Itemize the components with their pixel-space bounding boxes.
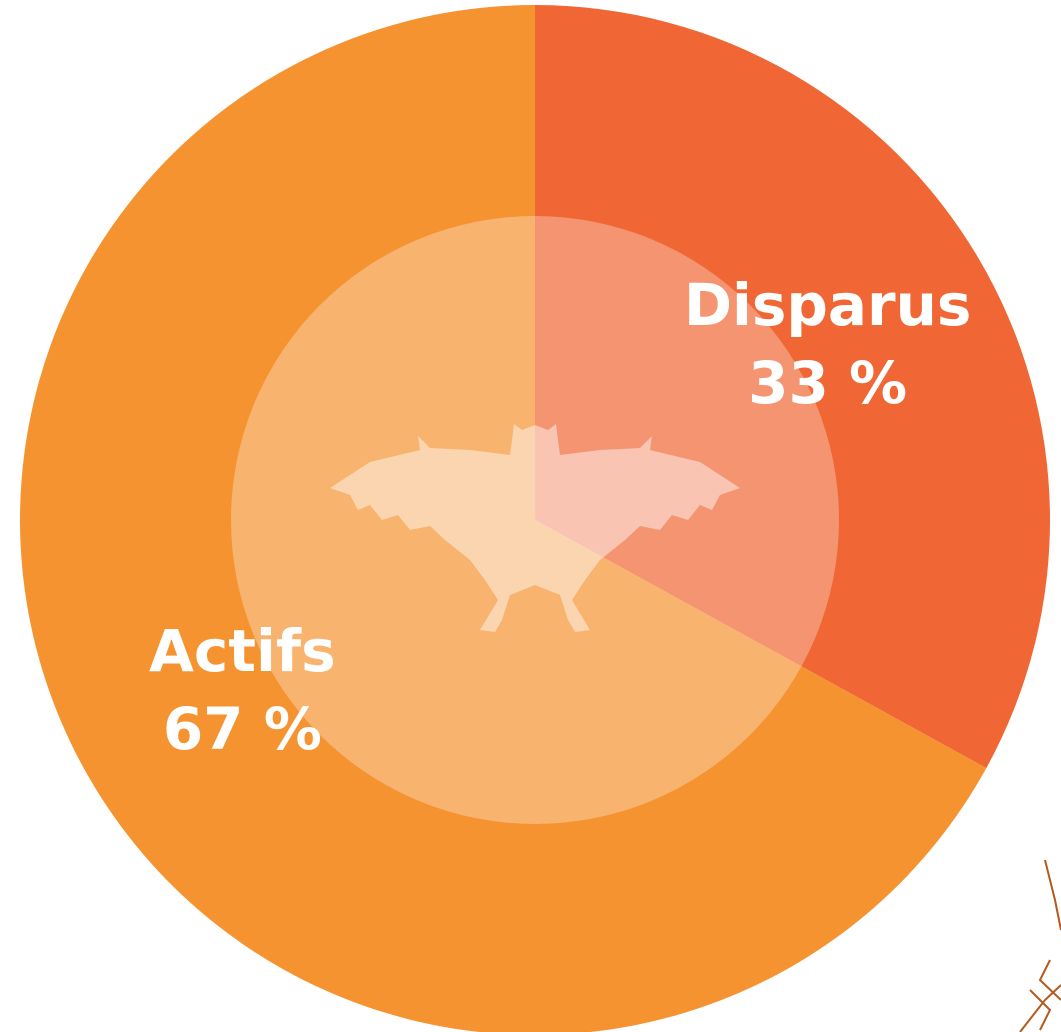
page: {"chart_data": {"type": "pie", "categori…: [0, 0, 1061, 1032]
chart: Disparus 33 % Actifs 67 %: [0, 0, 1061, 1032]
value-label: 33 %: [748, 349, 907, 417]
decoration: [1020, 860, 1061, 1032]
value-label: 67 %: [163, 695, 322, 763]
slice-label: Actifs: [149, 617, 336, 685]
slice-label: Disparus: [684, 271, 972, 339]
leaf-sketch: [1020, 860, 1061, 1032]
